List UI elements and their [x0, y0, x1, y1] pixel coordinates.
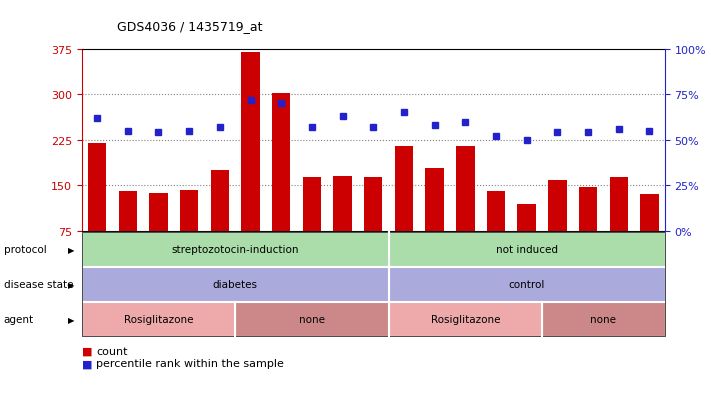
- Bar: [579, 187, 597, 231]
- Bar: [303, 178, 321, 231]
- Text: ▶: ▶: [68, 315, 75, 324]
- Text: protocol: protocol: [4, 244, 46, 254]
- Bar: [180, 190, 198, 231]
- Bar: [364, 178, 383, 231]
- Text: ■: ■: [82, 346, 92, 356]
- Text: disease state: disease state: [4, 280, 73, 290]
- Bar: [425, 169, 444, 231]
- Bar: [456, 147, 474, 231]
- Bar: [119, 192, 137, 231]
- Text: agent: agent: [4, 315, 33, 325]
- Bar: [395, 147, 413, 231]
- Bar: [272, 94, 290, 231]
- Text: control: control: [508, 280, 545, 290]
- Bar: [640, 195, 658, 231]
- Bar: [548, 181, 567, 231]
- Text: GDS4036 / 1435719_at: GDS4036 / 1435719_at: [117, 20, 263, 33]
- Bar: [487, 192, 506, 231]
- Text: Rosiglitazone: Rosiglitazone: [431, 315, 500, 325]
- Bar: [210, 171, 229, 231]
- Text: ■: ■: [82, 358, 92, 368]
- Bar: [241, 52, 260, 231]
- Text: count: count: [96, 346, 127, 356]
- Text: streptozotocin-induction: streptozotocin-induction: [171, 244, 299, 254]
- Text: not induced: not induced: [496, 244, 557, 254]
- Bar: [88, 143, 107, 231]
- Text: none: none: [299, 315, 325, 325]
- Text: percentile rank within the sample: percentile rank within the sample: [96, 358, 284, 368]
- Text: ▶: ▶: [68, 280, 75, 289]
- Text: diabetes: diabetes: [213, 280, 257, 290]
- Bar: [149, 193, 168, 231]
- Text: none: none: [590, 315, 616, 325]
- Bar: [333, 177, 352, 231]
- Text: Rosiglitazone: Rosiglitazone: [124, 315, 193, 325]
- Bar: [609, 178, 628, 231]
- Bar: [518, 204, 536, 231]
- Text: ▶: ▶: [68, 245, 75, 254]
